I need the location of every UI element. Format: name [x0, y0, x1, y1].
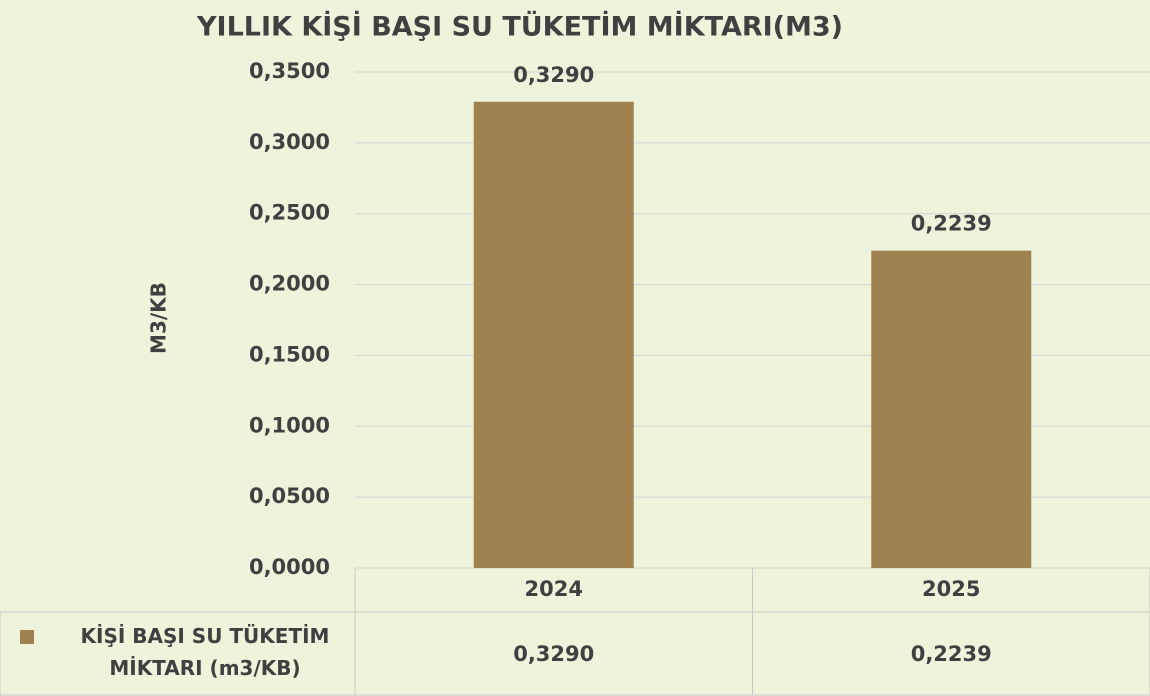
- table-value: 0,2239: [911, 642, 992, 666]
- y-tick-label: 0,2500: [249, 201, 330, 225]
- y-tick-label: 0,3500: [249, 59, 330, 83]
- bar: [871, 250, 1032, 568]
- y-tick-label: 0,1500: [249, 342, 330, 366]
- legend-label: KİŞİ BAŞI SU TÜKETİM MİKTARI (m3/KB): [80, 624, 330, 680]
- y-tick-label: 0,1000: [249, 413, 330, 437]
- data-label: 0,2239: [911, 212, 992, 236]
- data-label: 0,3290: [513, 63, 594, 87]
- x-tick-label: 2024: [525, 577, 583, 601]
- y-tick-label: 0,3000: [249, 130, 330, 154]
- x-tick-label: 2025: [922, 577, 980, 601]
- chart-title: YILLIK KİŞİ BAŞI SU TÜKETİM MİKTARI(M3): [196, 10, 843, 43]
- y-axis-label: M3/KB: [147, 282, 171, 354]
- legend-key: [20, 630, 34, 644]
- y-tick-label: 0,2000: [249, 272, 330, 296]
- y-tick-label: 0,0500: [249, 484, 330, 508]
- y-tick-label: 0,0000: [249, 555, 330, 579]
- bar: [473, 101, 634, 568]
- table-value: 0,3290: [513, 642, 594, 666]
